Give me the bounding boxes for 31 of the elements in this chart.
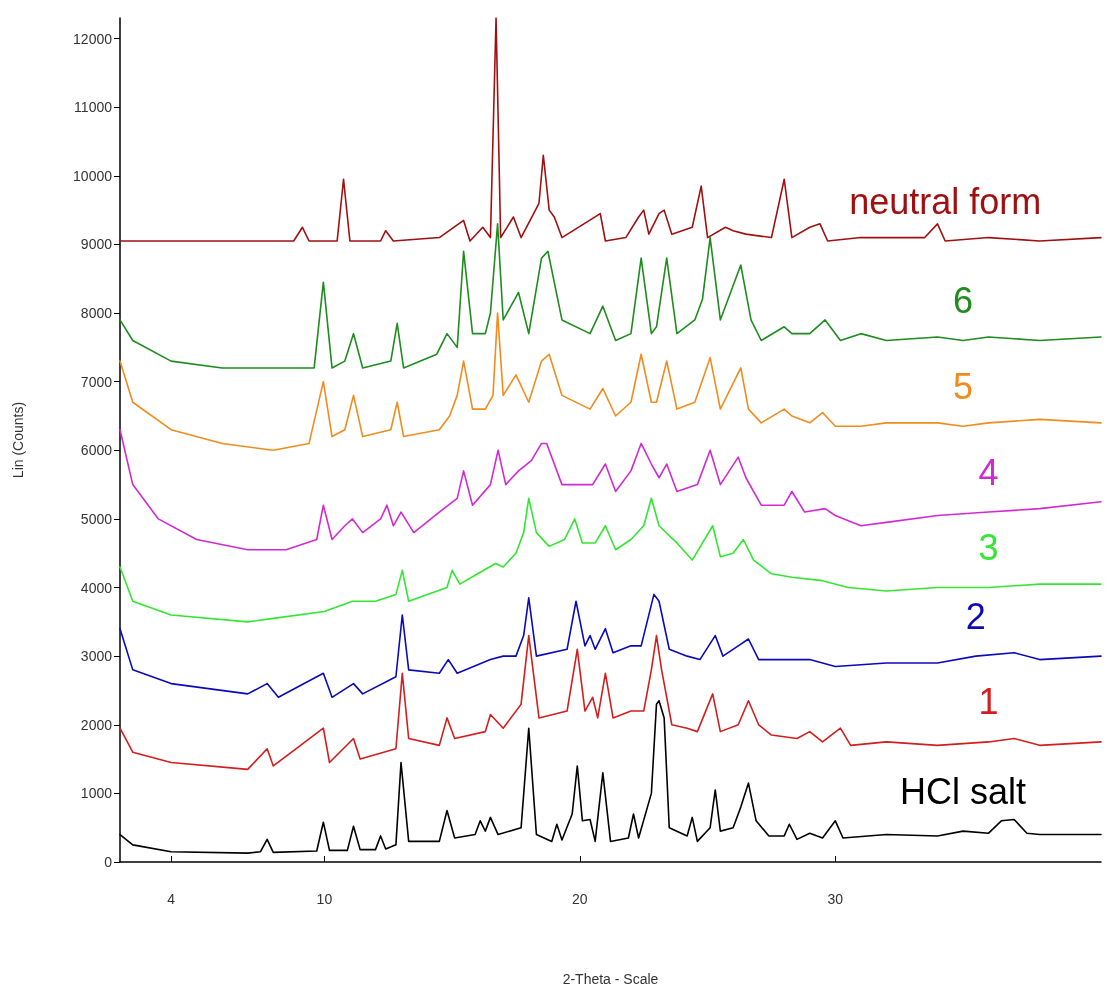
series-label: 5 xyxy=(953,365,974,407)
y-tick-label: 1000 xyxy=(80,785,113,802)
y-tick-label: 11000 xyxy=(74,99,113,116)
x-tick-label: 30 xyxy=(827,891,844,907)
line-series xyxy=(119,17,1102,242)
y-tick-label: 7000 xyxy=(80,373,113,390)
series-label: 6 xyxy=(953,280,974,321)
line-series xyxy=(119,223,1102,369)
y-tick-label: 10000 xyxy=(73,167,113,184)
y-axis-title: Lin (Counts) xyxy=(10,401,26,479)
series-label: 1 xyxy=(978,681,999,723)
x-axis-title: 2-Theta - Scale xyxy=(562,971,659,987)
line-series xyxy=(119,634,1102,771)
series-label: 3 xyxy=(978,527,999,569)
y-tick-label: 2000 xyxy=(80,716,113,733)
series-label: 4 xyxy=(978,451,999,493)
y-tick-label: 6000 xyxy=(80,442,113,459)
x-tick-label: 20 xyxy=(572,891,588,907)
y-tick-label: 8000 xyxy=(80,305,113,322)
series-label: HCl salt xyxy=(900,770,1027,812)
series-label: 2 xyxy=(965,595,986,637)
line-series xyxy=(119,312,1102,452)
y-tick-label: 12000 xyxy=(73,30,113,47)
y-tick-label: 3000 xyxy=(80,648,113,665)
x-tick-label: 10 xyxy=(316,891,333,907)
y-tick-label: 9000 xyxy=(80,236,113,253)
x-tick-label: 4 xyxy=(167,891,176,907)
y-tick-label: 0 xyxy=(104,854,113,870)
y-tick-label: 4000 xyxy=(80,579,113,596)
series-label: neutral form xyxy=(849,180,1042,222)
y-tick-label: 5000 xyxy=(80,510,113,527)
